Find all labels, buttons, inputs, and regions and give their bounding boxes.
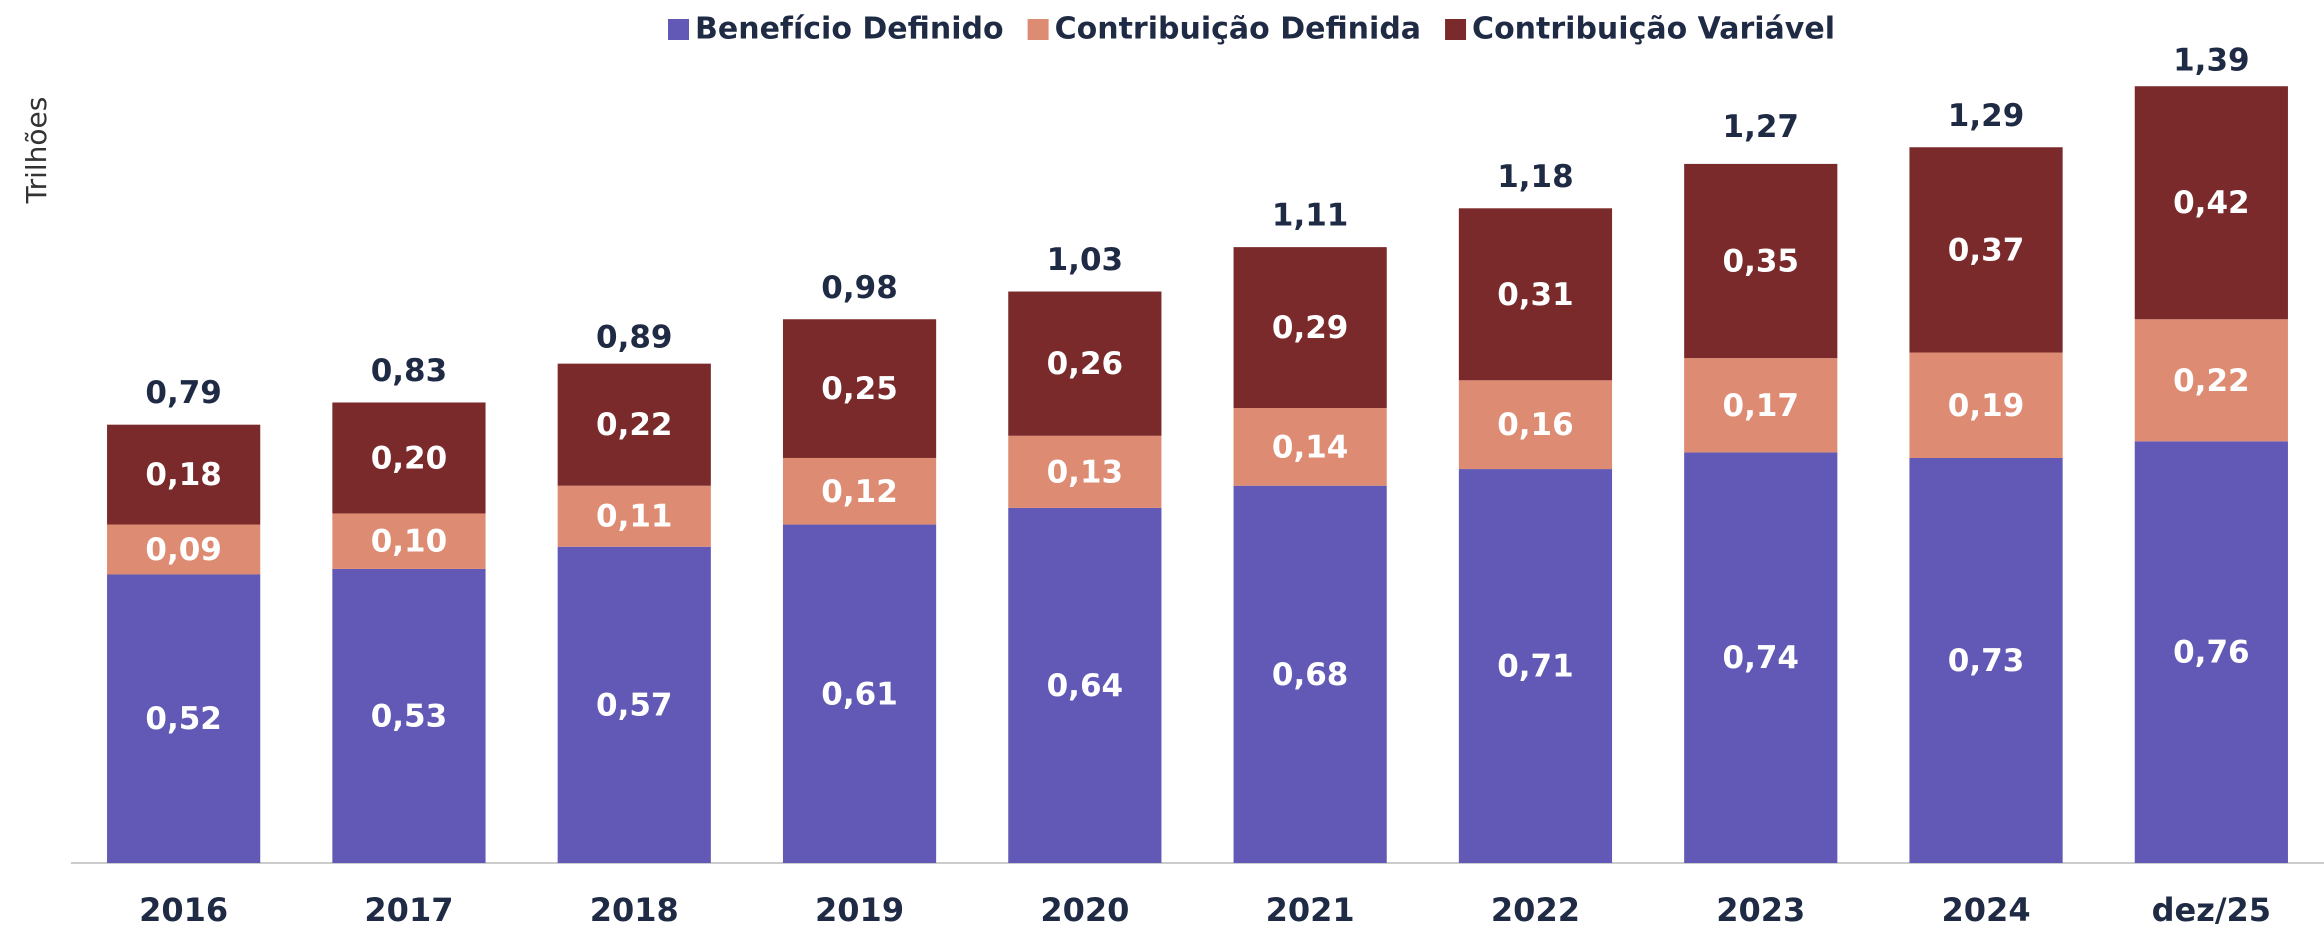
bar-segment [557, 485, 711, 547]
bar-segment [557, 363, 711, 486]
data-label: 0,10 [371, 524, 448, 560]
bar-segment [1008, 291, 1162, 436]
x-tick-label: 2022 [1491, 891, 1580, 929]
total-label: 0,79 [145, 375, 222, 411]
total-label: 0,98 [821, 270, 898, 306]
total-label: 1,11 [1272, 198, 1349, 234]
bar-segment [1233, 485, 1387, 863]
bar-segment [1684, 452, 1838, 863]
bar-segment [1684, 163, 1838, 359]
x-tick-label: dez/25 [2152, 891, 2271, 929]
data-label: 0,73 [1948, 643, 2025, 679]
bar-segment [332, 402, 486, 514]
bar-segment [1458, 469, 1613, 863]
data-label: 0,13 [1047, 454, 1124, 490]
data-label: 0,09 [145, 532, 222, 568]
data-label: 0,14 [1272, 429, 1349, 465]
data-label: 0,74 [1723, 640, 1800, 676]
data-label: 0,11 [596, 499, 673, 535]
legend-swatch [1027, 19, 1049, 40]
data-label: 0,20 [371, 440, 448, 476]
data-label: 0,22 [2173, 363, 2250, 399]
x-tick-label: 2020 [1040, 891, 1129, 929]
data-label: 0,42 [2173, 185, 2250, 221]
bar-segment [782, 524, 937, 863]
x-tick-label: 2023 [1716, 891, 1805, 929]
legend-label: Contribuição Definida [1055, 12, 1421, 47]
data-label: 0,71 [1497, 649, 1574, 685]
x-tick-label: 2019 [815, 891, 904, 929]
data-label: 0,68 [1272, 657, 1349, 693]
data-label: 0,25 [821, 371, 898, 407]
bar-segment [107, 424, 261, 525]
total-label: 0,89 [596, 320, 673, 356]
legend-label: Benefício Definido [695, 12, 1004, 47]
bar-segment [1233, 408, 1387, 486]
legend-swatch [668, 19, 689, 40]
data-label: 0,64 [1047, 668, 1124, 704]
bar-segment [1909, 147, 2063, 353]
y-axis-label: Trilhões [20, 97, 53, 205]
bar-segment [107, 524, 261, 575]
total-label: 1,27 [1723, 109, 1800, 145]
bar-segment [332, 568, 486, 863]
x-tick-label: 2018 [590, 891, 679, 929]
data-label: 0,53 [371, 698, 448, 734]
bar-segment [1909, 352, 2063, 458]
total-label: 1,29 [1948, 98, 2025, 134]
data-label: 0,16 [1497, 407, 1574, 443]
x-tick-label: 2024 [1942, 891, 2031, 929]
bar-segment [2134, 319, 2288, 442]
bar-segment [107, 574, 261, 863]
bar-segment [782, 457, 937, 525]
bar-segment [1233, 247, 1387, 409]
data-label: 0,52 [145, 701, 222, 737]
data-label: 0,19 [1948, 388, 2025, 424]
data-label: 0,26 [1047, 346, 1124, 382]
bar-segment [1458, 208, 1613, 381]
data-label: 0,57 [596, 687, 673, 723]
data-label: 0,61 [821, 676, 898, 712]
total-label: 1,39 [2173, 42, 2250, 78]
x-tick-label: 2016 [139, 891, 228, 929]
total-label: 1,18 [1497, 159, 1574, 195]
bar-segment [557, 546, 711, 863]
data-label: 0,35 [1723, 244, 1800, 280]
data-label: 0,18 [145, 457, 222, 493]
bar-segment [1684, 358, 1838, 453]
data-label: 0,31 [1497, 277, 1574, 313]
bar-segment [2134, 86, 2288, 320]
bar-segment [1909, 457, 2063, 863]
data-label: 0,29 [1272, 310, 1349, 346]
data-label: 0,22 [596, 407, 673, 443]
bar-segment [2134, 441, 2288, 863]
data-label: 0,76 [2173, 635, 2250, 671]
legend-label: Contribuição Variável [1472, 12, 1835, 47]
bar-segment [782, 319, 937, 458]
total-label: 1,03 [1047, 242, 1124, 278]
data-label: 0,37 [1948, 232, 2025, 268]
bar-segment [1008, 435, 1162, 508]
x-tick-label: 2021 [1266, 891, 1355, 929]
bar-segment [1008, 507, 1162, 863]
total-label: 0,83 [371, 353, 448, 389]
x-tick-label: 2017 [364, 891, 453, 929]
data-label: 0,12 [821, 474, 898, 510]
legend-swatch [1445, 19, 1467, 40]
data-label: 0,17 [1723, 388, 1800, 424]
bar-segment [1458, 380, 1613, 470]
bar-segment [332, 513, 486, 569]
